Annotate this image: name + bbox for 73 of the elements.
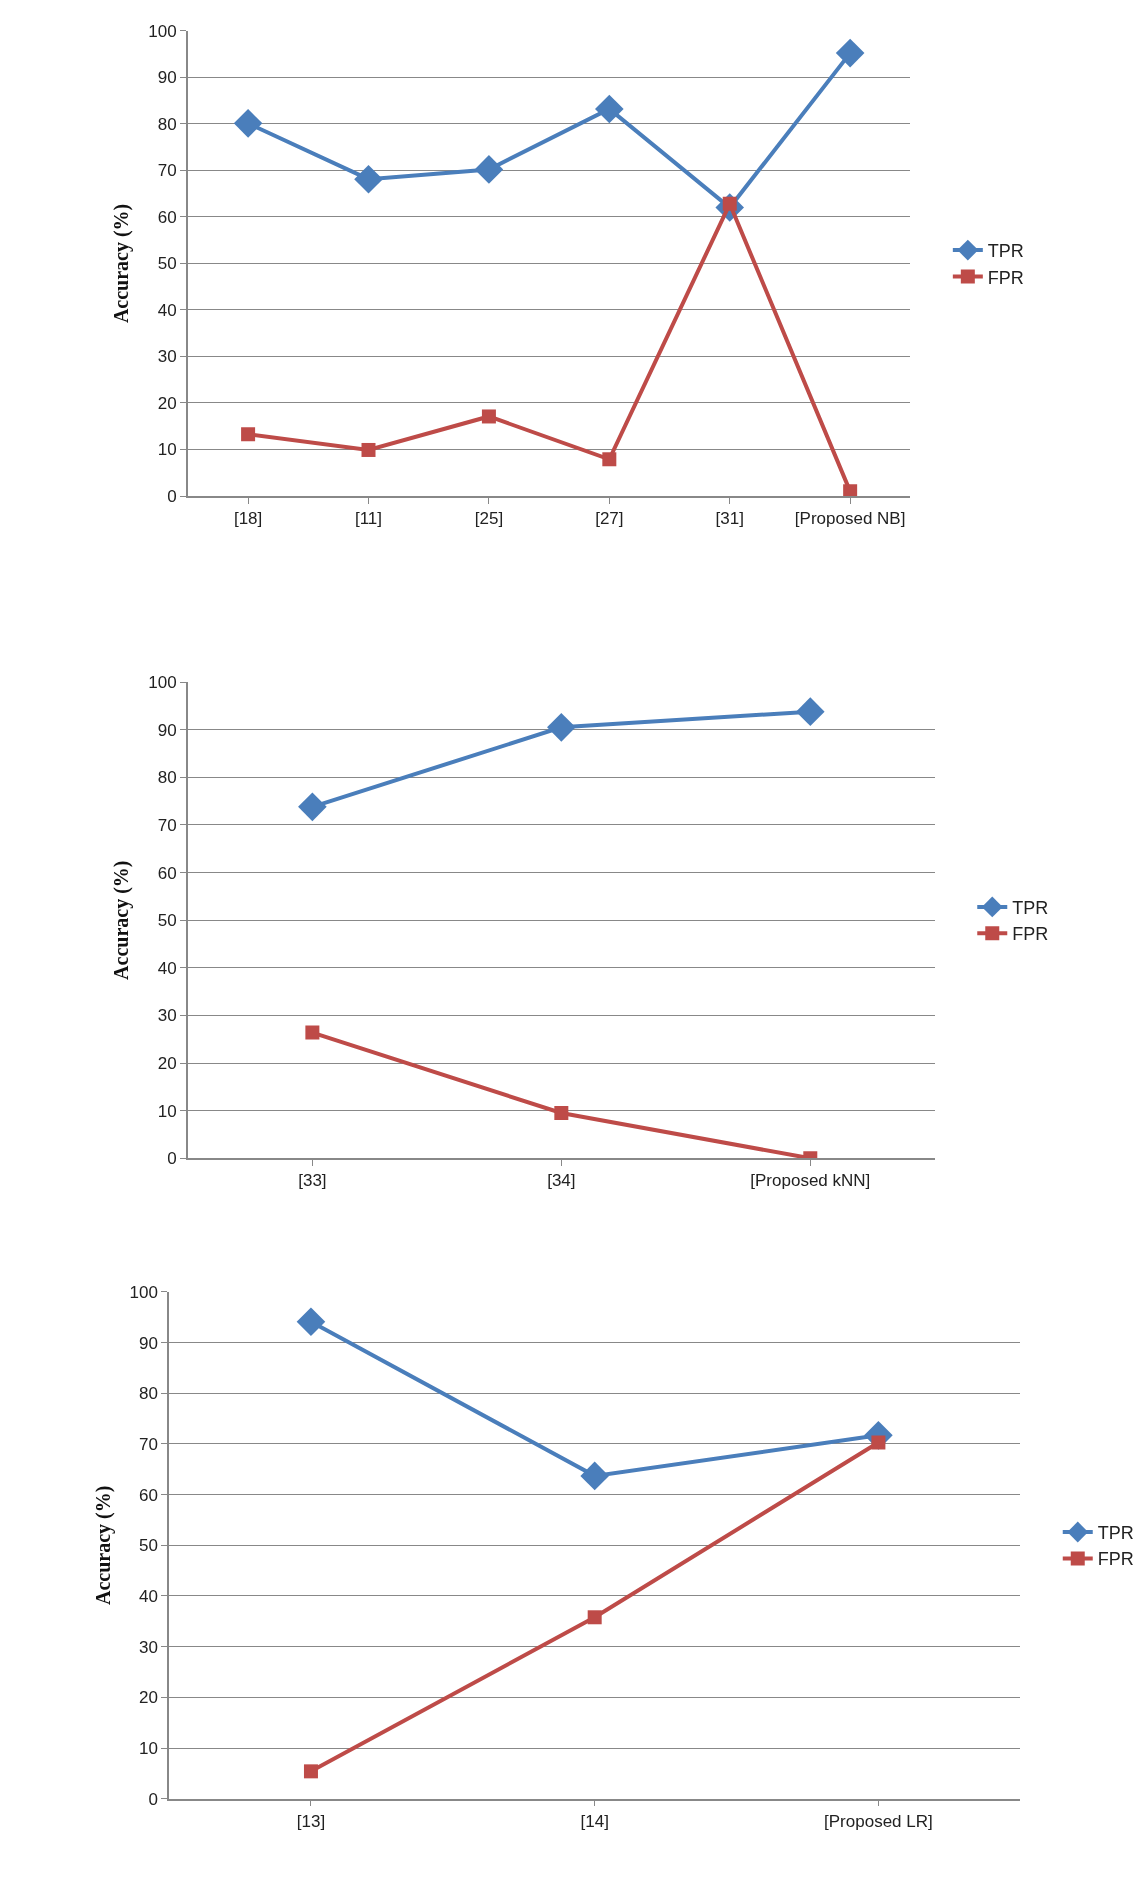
- y-tick-label: 40: [139, 1586, 158, 1606]
- point: [795, 697, 825, 726]
- y-axis-title: Accuracy (%): [91, 1485, 115, 1606]
- point: [474, 155, 504, 184]
- x-tick-label: [25]: [474, 509, 504, 529]
- x-tick-label: [14]: [580, 1811, 609, 1831]
- point: [361, 442, 376, 457]
- y-tick-label: 40: [157, 958, 177, 978]
- point: [602, 452, 617, 467]
- x-tick-label: [Proposed NB]: [794, 509, 906, 529]
- point: [298, 792, 327, 822]
- point: [580, 1461, 609, 1491]
- legend-label: FPR: [1012, 924, 1049, 945]
- point: [303, 1764, 318, 1779]
- y-tick-label: 70: [157, 161, 177, 181]
- y-tick-label: 80: [139, 1384, 158, 1404]
- y-tick-label: 10: [157, 440, 177, 460]
- point: [296, 1307, 326, 1337]
- y-tick-label: 10: [139, 1738, 158, 1758]
- legend-label: FPR: [1097, 1549, 1134, 1570]
- y-tick-label: 10: [157, 1101, 177, 1121]
- y-tick-label: 60: [157, 207, 177, 227]
- point: [554, 1106, 569, 1121]
- y-tick-label: 20: [157, 1053, 177, 1073]
- x-tick-label: [Proposed LR]: [824, 1811, 933, 1831]
- point: [305, 1025, 320, 1040]
- legend-label: TPR: [1097, 1523, 1134, 1544]
- x-tick-label: [34]: [547, 1171, 576, 1191]
- x-tick-label: [31]: [715, 509, 744, 529]
- point: [354, 164, 383, 194]
- y-tick-label: 20: [139, 1688, 158, 1708]
- point: [835, 38, 865, 68]
- x-tick-label: [33]: [298, 1171, 327, 1191]
- y-tick-label: 0: [148, 1789, 158, 1809]
- y-tick-label: 50: [157, 254, 177, 274]
- y-tick-label: 0: [167, 486, 177, 506]
- y-tick-label: 30: [157, 1006, 177, 1026]
- y-tick-label: 30: [139, 1637, 158, 1657]
- y-tick-label: 50: [157, 911, 177, 931]
- y-tick-label: 40: [157, 300, 177, 320]
- legend-label: TPR: [987, 241, 1024, 262]
- point: [481, 409, 496, 424]
- y-axis-title: Accuracy (%): [110, 203, 134, 324]
- y-tick-label: 90: [157, 720, 177, 740]
- x-tick-label: [11]: [354, 509, 383, 529]
- y-tick-label: 80: [157, 114, 177, 134]
- legend-label: FPR: [987, 267, 1024, 288]
- y-tick-label: 80: [157, 768, 177, 788]
- y-tick-label: 70: [139, 1434, 158, 1454]
- point: [587, 1610, 602, 1625]
- legend-label: TPR: [1012, 897, 1049, 918]
- y-tick-label: 60: [157, 863, 177, 883]
- point: [547, 713, 576, 742]
- y-tick-label: 30: [157, 347, 177, 367]
- point: [241, 427, 256, 442]
- point: [843, 484, 858, 497]
- y-tick-label: 20: [157, 393, 177, 413]
- x-tick-label: [Proposed kNN]: [750, 1171, 871, 1191]
- point: [595, 94, 624, 124]
- y-tick-label: 90: [139, 1333, 158, 1353]
- x-tick-label: [13]: [296, 1811, 326, 1831]
- y-tick-label: 90: [157, 68, 177, 88]
- y-tick-label: 50: [139, 1536, 158, 1556]
- y-tick-label: 0: [167, 1149, 177, 1169]
- y-tick-label: 60: [139, 1485, 158, 1505]
- y-tick-label: 100: [148, 21, 177, 41]
- x-tick-label: [18]: [233, 509, 263, 529]
- x-tick-label: [27]: [595, 509, 624, 529]
- y-tick-label: 100: [148, 673, 177, 693]
- y-tick-label: 70: [157, 815, 177, 835]
- y-axis-title: Accuracy (%): [110, 860, 134, 980]
- point: [233, 109, 263, 138]
- y-tick-label: 100: [129, 1282, 158, 1302]
